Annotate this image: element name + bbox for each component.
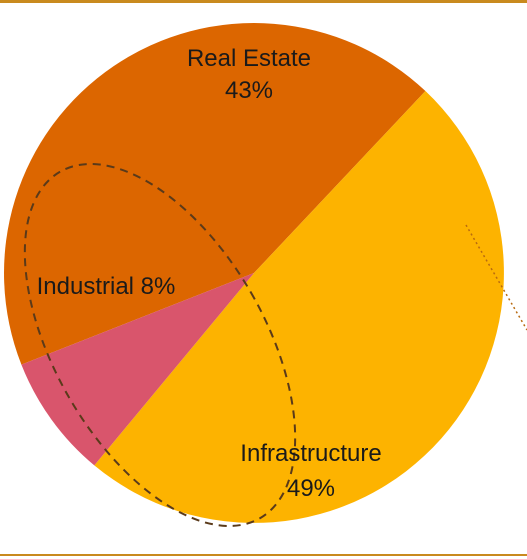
pie-slices xyxy=(4,23,504,523)
pie-labels: Real Estate 43% Infrastructure 49% Indus… xyxy=(37,45,382,502)
slice-real-estate xyxy=(4,23,426,365)
label-real-estate-percent: 43% xyxy=(225,77,273,104)
label-real-estate-name: Real Estate xyxy=(187,45,311,72)
dotted-leader-line xyxy=(465,224,527,331)
bottom-frame-rule xyxy=(0,554,527,556)
dashed-ellipse-overlay xyxy=(23,163,297,527)
top-frame-rule xyxy=(0,0,527,3)
slice-infrastructure xyxy=(94,91,504,523)
label-infrastructure-percent: 49% xyxy=(287,475,335,502)
slice-industrial xyxy=(21,273,255,466)
label-industrial: Industrial 8% xyxy=(37,273,176,300)
label-infrastructure-name: Infrastructure xyxy=(240,440,381,467)
